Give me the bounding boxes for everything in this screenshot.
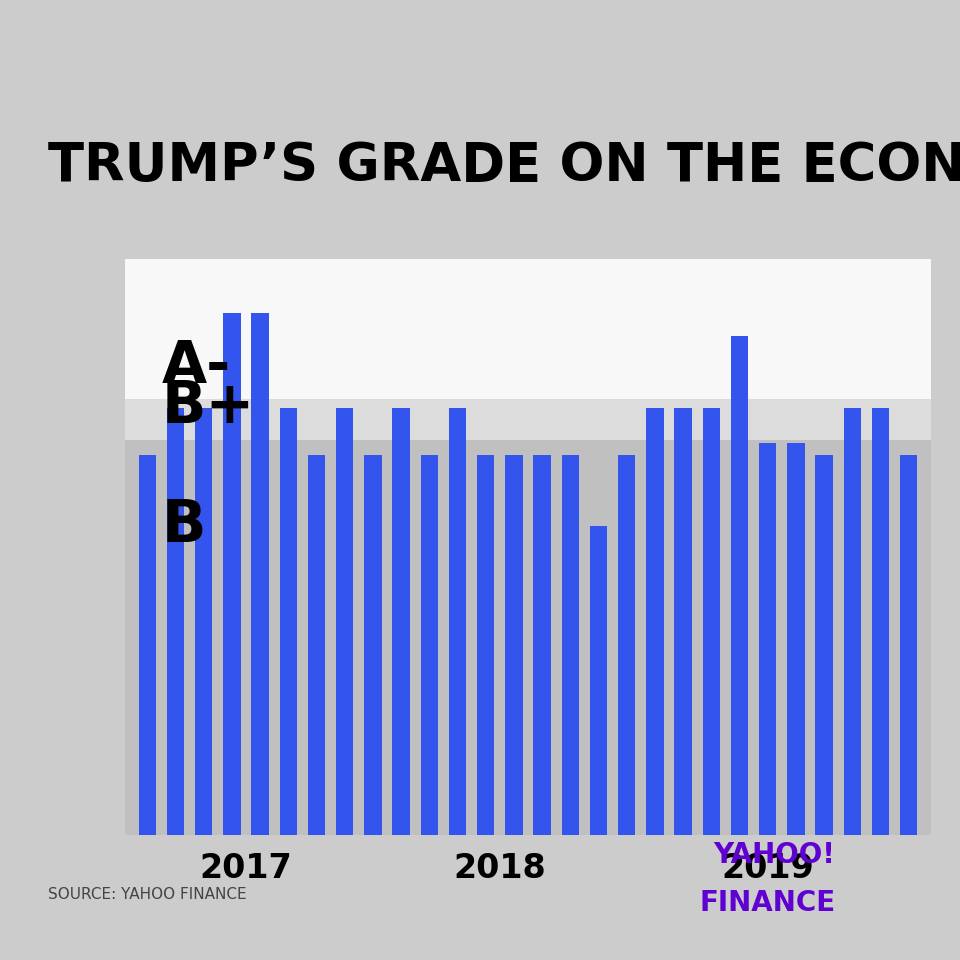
Text: SOURCE: YAHOO FINANCE: SOURCE: YAHOO FINANCE (48, 887, 247, 902)
Text: A-: A- (161, 338, 230, 395)
Bar (336, 408, 353, 835)
Bar (448, 408, 467, 835)
Text: YAHOO!: YAHOO! (713, 841, 835, 869)
Bar (125, 259, 931, 399)
Bar (364, 455, 382, 835)
Bar (138, 455, 156, 835)
Bar (900, 455, 918, 835)
Bar (167, 408, 184, 835)
Bar (844, 408, 861, 835)
Text: FINANCE: FINANCE (699, 889, 835, 917)
Bar (308, 455, 325, 835)
Text: B: B (161, 496, 206, 554)
Bar (872, 408, 889, 835)
Bar (125, 399, 931, 440)
Bar (787, 444, 804, 835)
Bar (759, 444, 777, 835)
Bar (195, 408, 212, 835)
Bar (731, 336, 748, 835)
Bar (646, 408, 663, 835)
Bar (393, 408, 410, 835)
Bar (674, 408, 692, 835)
Bar (252, 313, 269, 835)
Bar (505, 455, 522, 835)
Bar (562, 455, 579, 835)
Bar (534, 455, 551, 835)
Bar (224, 313, 241, 835)
Bar (420, 455, 438, 835)
Text: B+: B+ (161, 378, 254, 435)
Text: TRUMP’S GRADE ON THE ECONOMY: TRUMP’S GRADE ON THE ECONOMY (48, 140, 960, 192)
Bar (815, 455, 832, 835)
Bar (703, 408, 720, 835)
Bar (589, 526, 608, 835)
Bar (279, 408, 297, 835)
Bar (125, 440, 931, 835)
Bar (618, 455, 636, 835)
Bar (477, 455, 494, 835)
